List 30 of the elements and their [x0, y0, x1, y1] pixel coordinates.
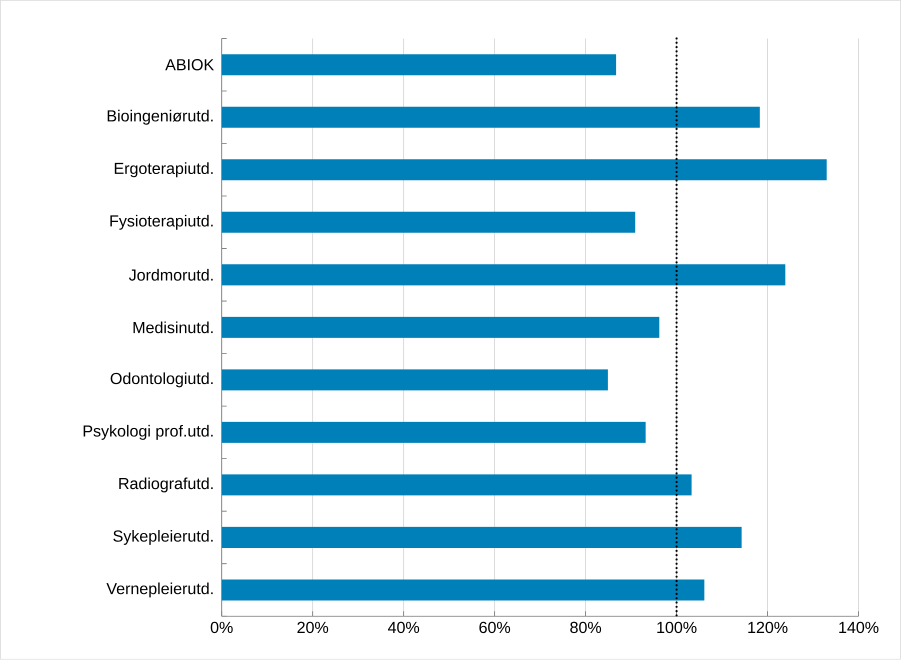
y-tick-label: Psykologi prof.utd. [84, 425, 213, 440]
y-tick-label: Medisinutd. [134, 322, 213, 334]
bar [222, 54, 616, 76]
bar [222, 422, 646, 444]
bar [222, 370, 608, 391]
x-tick-label: 40% [388, 622, 420, 634]
bar [222, 264, 786, 286]
bar [222, 212, 636, 233]
x-tick-label: 0% [210, 622, 233, 634]
bar [222, 159, 827, 180]
y-tick-label: ABIOK [165, 59, 214, 71]
x-tick-label: 60% [479, 622, 510, 634]
x-tick-label: 100% [657, 622, 697, 634]
x-tick-label: 140% [839, 622, 878, 634]
x-tick-label: 120% [748, 622, 788, 634]
bar [222, 474, 692, 496]
bar [222, 106, 760, 128]
y-tick-label: Sykepleierutd. [113, 530, 213, 546]
y-tick-label: Bioingeniørutd. [108, 110, 213, 125]
y-tick-label: Odontologiutd. [110, 372, 213, 388]
y-tick-label: Radiografutd. [119, 478, 213, 493]
y-tick-label: Fysioterapiutd. [110, 214, 213, 230]
bar [222, 316, 660, 338]
x-tick-label: 20% [297, 622, 328, 634]
y-tick-label: Vernepleierutd. [106, 582, 213, 598]
bar [222, 527, 742, 548]
y-tick-label: Jordmorutd. [128, 269, 213, 281]
bar [222, 580, 704, 601]
y-tick-label: Ergoterapiutd. [114, 162, 213, 178]
x-tick-label: 80% [570, 622, 602, 634]
